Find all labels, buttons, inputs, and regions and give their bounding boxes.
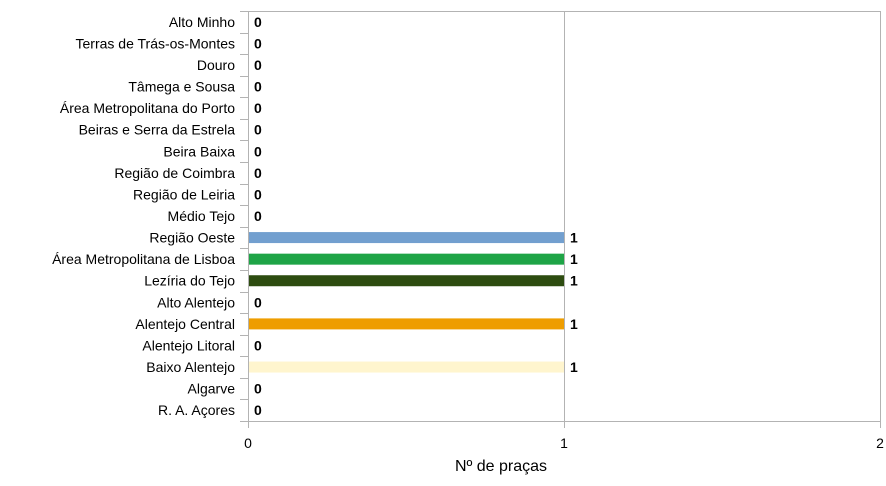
- data-label: 1: [570, 230, 578, 246]
- x-axis-title: Nº de praças: [455, 458, 547, 475]
- category-label: Beiras e Serra da Estrela: [79, 122, 236, 138]
- data-label: 0: [254, 100, 262, 116]
- category-label: Tâmega e Sousa: [128, 79, 235, 95]
- x-tick-label: 0: [244, 435, 252, 451]
- axes: [240, 11, 881, 428]
- bars: [249, 232, 564, 373]
- data-label: 1: [570, 273, 578, 289]
- category-label: Médio Tejo: [168, 208, 236, 224]
- data-label: 0: [254, 122, 262, 138]
- data-label: 0: [254, 57, 262, 73]
- data-label: 1: [570, 251, 578, 267]
- x-tick-label: 1: [560, 435, 568, 451]
- data-label: 0: [254, 294, 262, 310]
- category-label: Algarve: [188, 381, 236, 397]
- category-label: R. A. Açores: [158, 402, 235, 418]
- category-label: Beira Baixa: [163, 143, 235, 159]
- data-label: 0: [254, 143, 262, 159]
- data-label: 1: [570, 316, 578, 332]
- category-label: Douro: [197, 57, 235, 73]
- bar: [249, 318, 564, 330]
- category-label: Terras de Trás-os-Montes: [76, 35, 236, 51]
- data-label: 0: [254, 208, 262, 224]
- x-tick-label: 2: [876, 435, 884, 451]
- category-label: Região de Leiria: [133, 186, 235, 202]
- gridlines: [248, 11, 881, 421]
- data-label: 0: [254, 186, 262, 202]
- data-label: 0: [254, 165, 262, 181]
- category-label: Baixo Alentejo: [146, 359, 235, 375]
- category-label: Área Metropolitana de Lisboa: [52, 251, 235, 267]
- bar: [249, 361, 564, 373]
- data-labels: 0 0 0 0 0 0 0 0 0 0 1 1 1 0 1 0 1 0 0: [254, 14, 578, 418]
- category-label: Alto Minho: [169, 14, 235, 30]
- x-tick-labels: 0 1 2: [244, 435, 884, 451]
- data-label: 0: [254, 402, 262, 418]
- category-label: Região de Coimbra: [114, 165, 235, 181]
- data-label: 0: [254, 337, 262, 353]
- data-label: 0: [254, 79, 262, 95]
- bar: [249, 232, 564, 244]
- data-label: 0: [254, 381, 262, 397]
- data-label: 1: [570, 359, 578, 375]
- bar: [249, 275, 564, 287]
- category-label: Alentejo Litoral: [142, 337, 235, 353]
- bar: [249, 253, 564, 265]
- category-label: Lezíria do Tejo: [144, 273, 235, 289]
- category-label: Região Oeste: [149, 230, 235, 246]
- data-label: 0: [254, 35, 262, 51]
- category-label: Alentejo Central: [135, 316, 235, 332]
- data-label: 0: [254, 14, 262, 30]
- category-label: Alto Alentejo: [157, 294, 235, 310]
- category-label: Área Metropolitana do Porto: [60, 100, 235, 116]
- category-labels: Alto Minho Terras de Trás-os-Montes Douro T…: [52, 14, 235, 418]
